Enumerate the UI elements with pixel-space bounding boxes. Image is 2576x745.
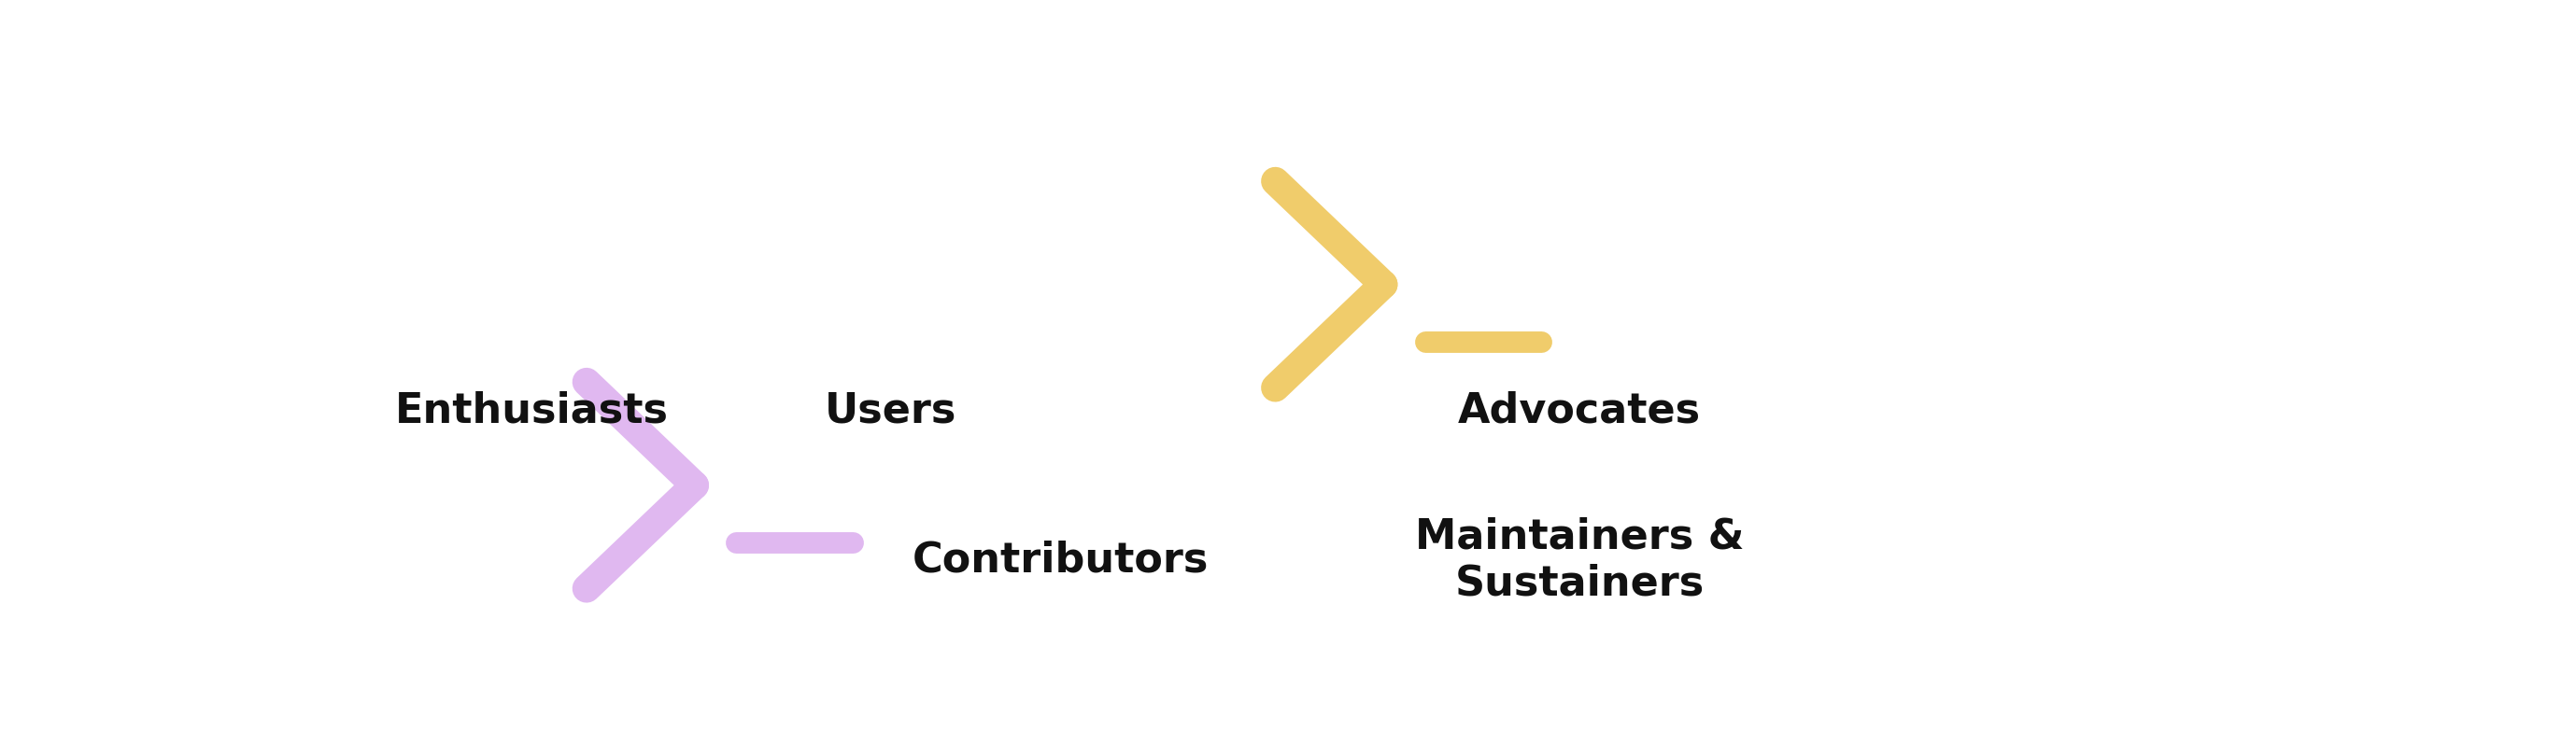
- Text: Advocates: Advocates: [1458, 390, 1700, 431]
- Text: Users: Users: [824, 390, 958, 431]
- Text: Enthusiasts: Enthusiasts: [394, 390, 667, 431]
- Text: Maintainers &
Sustainers: Maintainers & Sustainers: [1414, 516, 1744, 603]
- Text: Contributors: Contributors: [912, 539, 1208, 580]
